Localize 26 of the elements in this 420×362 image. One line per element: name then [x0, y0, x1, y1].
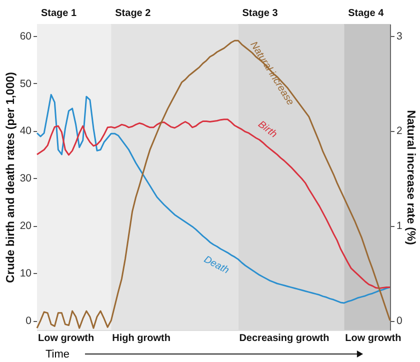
text: Death: [202, 254, 232, 277]
y-tick-label: 60: [20, 30, 32, 42]
text: Birth: [256, 119, 280, 141]
text: Stage 1: [41, 8, 78, 19]
y2-axis-title: Natural increase rate (%): [404, 110, 416, 246]
text: High growth: [112, 333, 170, 344]
y2-tick-label: 0: [396, 315, 402, 328]
y-tick-label: 30: [20, 172, 32, 185]
text: Stage 3: [242, 8, 278, 19]
y2-tick-label: 3: [396, 30, 402, 42]
y-tick-label: 10: [20, 268, 32, 280]
x-axis-title: Time: [46, 348, 70, 360]
y-tick-label: 0: [26, 315, 32, 328]
y2-tick-label: 2: [396, 125, 402, 138]
text: Low growth: [345, 333, 402, 344]
y-tick-label: 20: [20, 220, 32, 232]
y-tick-label: 40: [20, 125, 32, 138]
text: Stage 2: [115, 8, 152, 19]
text: Low growth: [38, 333, 94, 344]
line-series: [36, 118, 391, 289]
y2-tick-label: 1: [396, 220, 402, 232]
text: Stage 4: [348, 8, 384, 19]
y-tick-label: 50: [20, 78, 32, 90]
text: Decreasing growth: [239, 333, 330, 344]
y-axis-title: Crude birth and death rates (per 1,000): [4, 72, 17, 283]
line-series: [36, 40, 391, 329]
